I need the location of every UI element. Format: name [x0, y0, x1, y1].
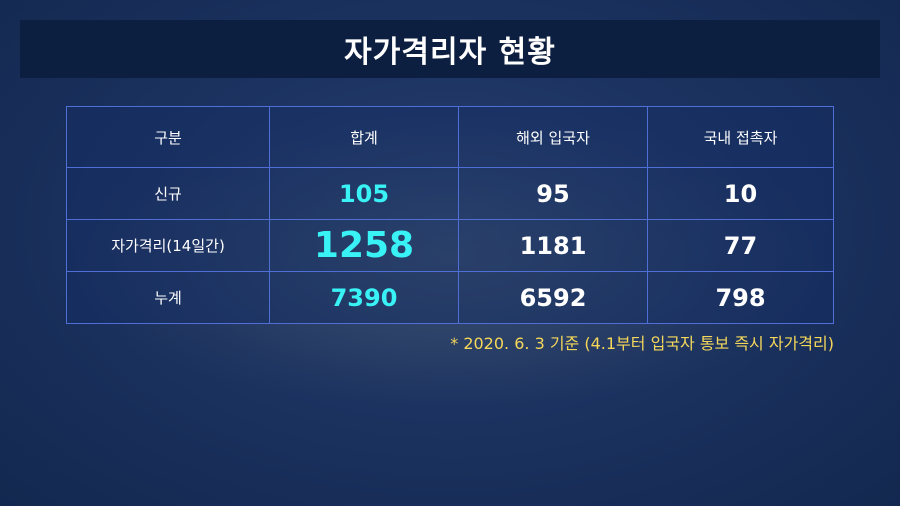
table-row: 신규 105 95 10 [66, 167, 834, 220]
footnote: * 2020. 6. 3 기준 (4.1부터 입국자 통보 즉시 자가격리) [450, 334, 834, 353]
table-row: 자가격리(14일간) 1258 1181 77 [66, 219, 834, 272]
cell-overseas: 6592 [458, 271, 648, 324]
cell-total: 7390 [269, 271, 459, 324]
row-label: 신규 [66, 167, 270, 220]
cell-overseas: 95 [458, 167, 648, 220]
table-header-row: 구분 합계 해외 입국자 국내 접촉자 [66, 106, 834, 168]
header-domestic: 국내 접촉자 [647, 106, 834, 168]
table-row: 누계 7390 6592 798 [66, 271, 834, 324]
quarantine-table: 구분 합계 해외 입국자 국내 접촉자 신규 105 95 10 자가격리(14… [66, 106, 834, 324]
cell-domestic: 10 [647, 167, 834, 220]
header-total: 합계 [269, 106, 459, 168]
title-bar: 자가격리자 현황 [20, 20, 880, 78]
header-category: 구분 [66, 106, 270, 168]
cell-domestic: 798 [647, 271, 834, 324]
cell-total: 1258 [269, 219, 459, 272]
cell-overseas: 1181 [458, 219, 648, 272]
cell-total: 105 [269, 167, 459, 220]
cell-domestic: 77 [647, 219, 834, 272]
row-label: 자가격리(14일간) [66, 219, 270, 272]
row-label: 누계 [66, 271, 270, 324]
header-overseas: 해외 입국자 [458, 106, 648, 168]
page-title: 자가격리자 현황 [344, 35, 556, 70]
